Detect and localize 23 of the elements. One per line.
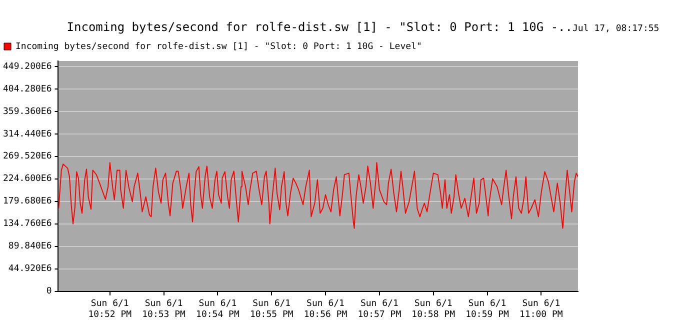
x-tick-label: Sun 6/1 10:54 PM xyxy=(196,299,240,320)
y-tick-label: 404.280E6 xyxy=(2,84,52,94)
x-tick-label: Sun 6/1 10:55 PM xyxy=(250,299,294,320)
text: Jul 17, 08:17:55 xyxy=(572,24,660,34)
x-tick-label: Sun 6/1 10:59 PM xyxy=(466,299,510,320)
y-tick-label: 224.600E6 xyxy=(2,174,52,184)
y-tick-label: 269.520E6 xyxy=(2,152,52,162)
y-tick-label: 314.440E6 xyxy=(2,129,52,140)
x-tick-label: Sun 6/1 10:53 PM xyxy=(142,299,186,320)
x-tick-label: Sun 6/1 10:56 PM xyxy=(304,299,348,320)
y-tick-label: 179.680E6 xyxy=(2,196,52,207)
x-tick-label: Sun 6/1 10:58 PM xyxy=(412,299,456,320)
y-tick-label: 134.760E6 xyxy=(2,219,52,230)
y-tick-label: 89.840E6 xyxy=(8,242,52,252)
y-tick-label: 44.920E6 xyxy=(8,264,52,274)
chart-title: Incoming bytes/second for rolfe-dist.sw [1] - "Slot: 0 Port: 1 10G -.. xyxy=(66,20,573,34)
y-tick-label: 0 xyxy=(46,286,52,297)
y-tick-label: 359.360E6 xyxy=(2,106,52,117)
x-tick-label: Sun 6/1 10:57 PM xyxy=(358,299,402,320)
x-tick-label: Sun 6/1 11:00 PM xyxy=(519,299,564,320)
legend-label: Incoming bytes/second for rolfe-dist.sw [1] - "Slot: 0 Port: 1 10G - Level" xyxy=(16,42,422,52)
y-tick-label: 449.200E6 xyxy=(2,62,52,72)
x-tick-label: Sun 6/1 10:52 PM xyxy=(88,299,132,320)
